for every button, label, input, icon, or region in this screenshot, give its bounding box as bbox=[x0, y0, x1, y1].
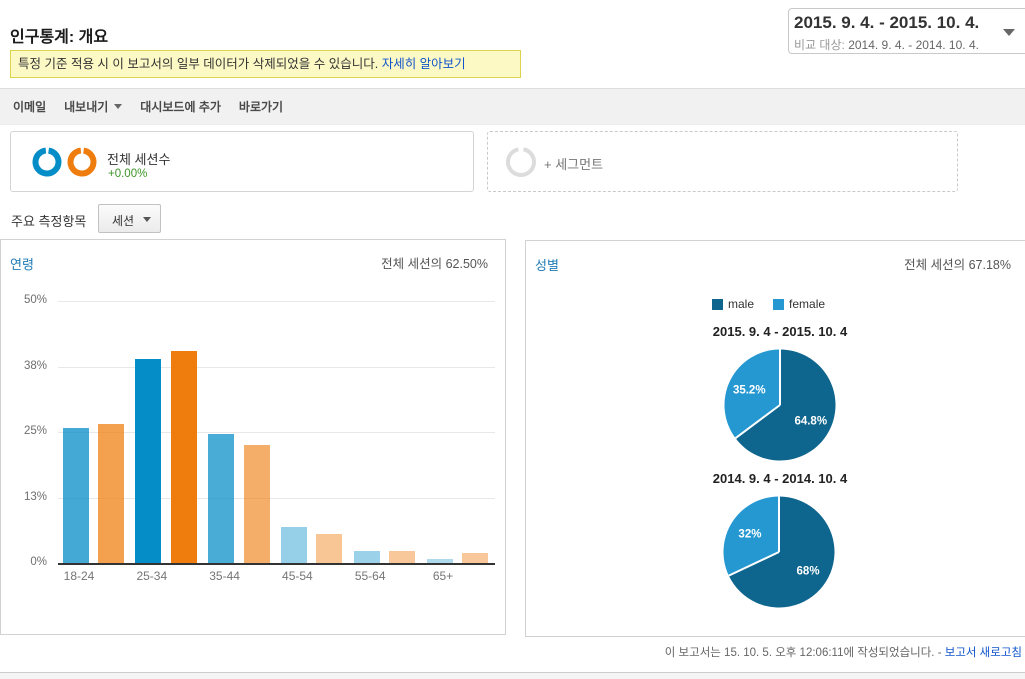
total-sessions-card[interactable]: 전체 세션수 +0.00% bbox=[10, 131, 474, 192]
page-title: 인구통계: 개요 bbox=[10, 29, 109, 46]
date-range-primary: 2015. 9. 4. - 2015. 10. 4. bbox=[794, 13, 980, 32]
toolbar-item-label: 대시보드에 추가 bbox=[140, 100, 221, 114]
pie-slice-separator bbox=[728, 551, 780, 577]
gender-pie-current: 64.8% 35.2% bbox=[724, 349, 836, 461]
bar-2014-45-54[interactable] bbox=[316, 533, 343, 563]
pie-slice-separator bbox=[734, 404, 781, 439]
chevron-down-icon bbox=[1003, 29, 1015, 36]
toolbar-item-label: 이메일 bbox=[13, 100, 47, 114]
y-axis-tick-label: 50% bbox=[23, 294, 47, 306]
y-axis-tick-label: 38% bbox=[23, 359, 47, 372]
legend-label: male bbox=[728, 297, 755, 311]
donut-rings-icon bbox=[32, 147, 97, 177]
toolbar-item-0[interactable]: 이메일 bbox=[13, 98, 46, 115]
gridline bbox=[58, 366, 495, 368]
x-axis-category-label: 25-34 bbox=[136, 569, 168, 583]
primary-metric-label: 주요 측정항목 bbox=[11, 214, 87, 229]
y-axis-tick-label: 25% bbox=[23, 425, 47, 437]
toolbar-item-label: 바로가기 bbox=[238, 100, 284, 114]
gender-pie-previous: 68% 32% bbox=[723, 496, 835, 608]
toolbar-item-1[interactable]: 내보내기 bbox=[64, 98, 123, 115]
compare-value: 2014. 9. 4. - 2014. 10. 4. bbox=[848, 38, 979, 52]
bar-2015-35-44[interactable] bbox=[208, 433, 235, 563]
chevron-down-icon bbox=[114, 104, 123, 109]
x-axis-category-label: 65+ bbox=[432, 569, 454, 583]
age-panel: 연령 전체 세션의 62.50% 0% 13% 25% 38% 50% 18-24 25-3… bbox=[0, 239, 506, 635]
chevron-down-icon bbox=[143, 217, 151, 222]
pie-slice-male[interactable] bbox=[728, 496, 835, 608]
age-bar-chart: 0% 13% 25% 38% 50% 18-24 25-34 35-44 45-54 55-64 6… bbox=[1, 240, 505, 634]
y-axis-tick-label: 0% bbox=[30, 556, 47, 568]
legend-swatch-female bbox=[773, 298, 785, 310]
pie-title-previous: 2014. 9. 4 - 2014. 10. 4 bbox=[712, 471, 848, 486]
bottom-bar bbox=[0, 672, 1025, 679]
age-panel-title[interactable]: 연령 bbox=[10, 257, 34, 272]
legend-item-male: male bbox=[712, 297, 754, 311]
bar-2015-25-34[interactable] bbox=[135, 358, 162, 563]
compare-label: 비교 대상: bbox=[794, 38, 845, 52]
pie-slice-male[interactable] bbox=[735, 349, 836, 461]
learn-more-link[interactable]: 자세히 알아보기 bbox=[381, 57, 466, 71]
pie-slice-percentage: 64.8% bbox=[794, 415, 827, 427]
gender-panel: 성별 전체 세션의 67.18% male female 2015. 9. 4 -… bbox=[525, 240, 1025, 637]
x-axis-category-label: 35-44 bbox=[209, 569, 240, 583]
toolbar-item-3[interactable]: 바로가기 bbox=[239, 98, 283, 115]
date-range-compare: 비교 대상: 2014. 9. 4. - 2014. 10. 4. bbox=[794, 36, 979, 53]
bar-2014-25-34[interactable] bbox=[170, 350, 197, 563]
age-panel-note: 전체 세션의 62.50% bbox=[381, 257, 488, 271]
x-axis-category-label: 18-24 bbox=[63, 569, 95, 583]
pie-slice-female[interactable] bbox=[724, 349, 781, 439]
gender-legend: male female bbox=[712, 297, 825, 311]
legend-label: female bbox=[789, 297, 826, 311]
metric-dropdown-value: 세션 bbox=[112, 214, 135, 228]
footer-text: 이 보고서는 15. 10. 5. 오후 12:06:11에 작성되었습니다. … bbox=[664, 647, 945, 659]
add-segment-box[interactable]: + 세그먼트 bbox=[487, 131, 958, 192]
legend-swatch-male bbox=[712, 298, 723, 310]
pie-slice-percentage: 35.2% bbox=[733, 385, 766, 397]
bar-2014-65+[interactable] bbox=[462, 552, 488, 563]
bar-2015-55-64[interactable] bbox=[353, 550, 380, 563]
report-toolbar: 이메일 내보내기 대시보드에 추가 바로가기 bbox=[0, 88, 1025, 125]
gridline bbox=[58, 497, 495, 499]
metric-label: 전체 세션수 bbox=[107, 152, 171, 167]
bar-2014-55-64[interactable] bbox=[389, 551, 416, 563]
pie-slice-percentage: 68% bbox=[797, 565, 820, 577]
metric-dropdown-button[interactable]: 세션 bbox=[98, 204, 161, 233]
bar-2014-35-44[interactable] bbox=[243, 444, 270, 563]
segment-ring-icon bbox=[506, 147, 536, 177]
bar-2014-18-24[interactable] bbox=[98, 423, 124, 563]
refresh-report-link[interactable]: 보고서 새로고침 bbox=[944, 647, 1022, 659]
x-axis-category-label: 55-64 bbox=[354, 569, 386, 583]
toolbar-item-label: 내보내기 bbox=[64, 100, 109, 114]
pie-title-current: 2015. 9. 4 - 2015. 10. 4 bbox=[712, 324, 848, 339]
pie-slice-percentage: 32% bbox=[738, 529, 761, 541]
data-removal-notice: 특정 기준 적용 시 이 보고서의 일부 데이터가 삭제되었을 수 있습니다. … bbox=[10, 50, 521, 78]
bar-2015-45-54[interactable] bbox=[280, 526, 307, 563]
toolbar-item-2[interactable]: 대시보드에 추가 bbox=[140, 98, 221, 115]
gender-panel-title[interactable]: 성별 bbox=[535, 258, 559, 273]
pie-slice-female[interactable] bbox=[723, 496, 780, 576]
x-axis-category-label: 45-54 bbox=[282, 569, 313, 583]
report-footer: 이 보고서는 15. 10. 5. 오후 12:06:11에 작성되었습니다. … bbox=[665, 644, 1022, 660]
date-range-selector[interactable]: 2015. 9. 4. - 2015. 10. 4. 비교 대상: 2014. … bbox=[788, 8, 1025, 54]
x-axis-line bbox=[58, 563, 495, 565]
gridline bbox=[58, 301, 495, 302]
y-axis-tick-label: 13% bbox=[23, 490, 47, 503]
bar-2015-65+[interactable] bbox=[426, 558, 453, 563]
bar-2015-18-24[interactable] bbox=[62, 427, 89, 563]
gender-panel-note: 전체 세션의 67.18% bbox=[904, 258, 1011, 272]
metric-delta: +0.00% bbox=[108, 168, 148, 180]
gridline bbox=[58, 432, 495, 433]
add-segment-label: + 세그먼트 bbox=[544, 157, 604, 172]
legend-item-female: female bbox=[773, 297, 825, 311]
notice-text: 특정 기준 적용 시 이 보고서의 일부 데이터가 삭제되었을 수 있습니다. bbox=[18, 57, 379, 71]
